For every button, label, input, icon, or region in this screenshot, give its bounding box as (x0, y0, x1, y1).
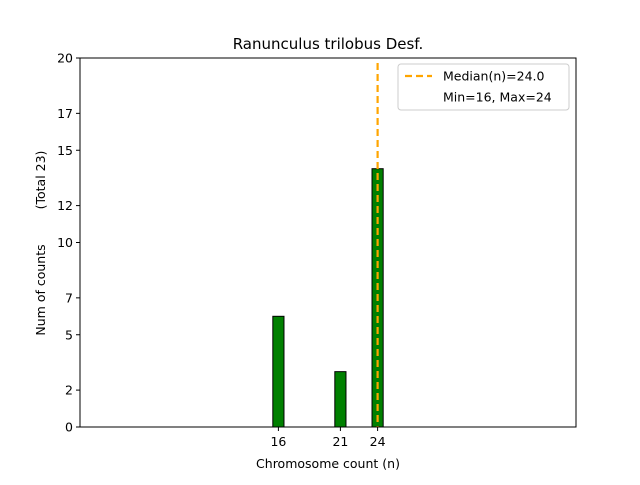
y-axis-total-label: (Total 23) (33, 151, 48, 210)
bar-16 (272, 315, 285, 428)
bar-21 (334, 371, 347, 428)
legend-median-label: Median(n)=24.0 (443, 69, 544, 84)
chart-title: Ranunculus trilobus Desf. (233, 35, 424, 53)
y-axis-label: Num of counts (33, 244, 48, 335)
y-tick-label: 2 (65, 383, 73, 398)
y-tick-label: 15 (57, 143, 73, 158)
x-axis: 16 21 24 (270, 427, 386, 449)
y-tick-label: 0 (65, 420, 73, 435)
y-tick-label: 20 (57, 51, 73, 66)
legend-box (397, 63, 570, 111)
legend-minmax-label: Min=16, Max=24 (443, 90, 552, 105)
y-tick-label: 5 (65, 327, 73, 342)
y-tick-label: 12 (57, 198, 73, 213)
x-tick-label: 24 (370, 434, 386, 449)
x-tick-label: 21 (332, 434, 348, 449)
legend: Median(n)=24.0 Min=16, Max=24 (397, 63, 570, 111)
y-tick-label: 17 (57, 106, 73, 121)
x-tick-label: 16 (270, 434, 286, 449)
bars (80, 168, 384, 428)
x-axis-label: Chromosome count (n) (256, 456, 400, 471)
y-tick-label: 7 (65, 290, 73, 305)
plot-frame (79, 57, 577, 428)
y-tick-label: 10 (57, 235, 73, 250)
y-axis: 0 2 5 7 10 12 15 17 20 (57, 51, 80, 435)
